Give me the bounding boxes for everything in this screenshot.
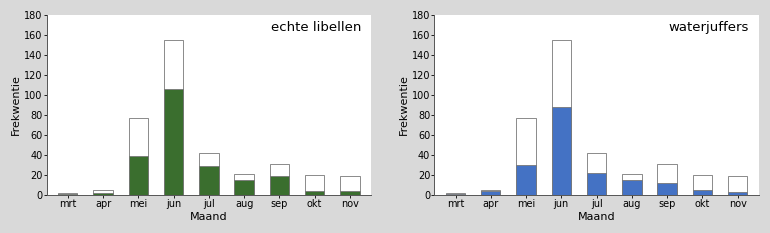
Bar: [658, 183, 677, 195]
Bar: [340, 191, 360, 195]
Bar: [517, 165, 536, 195]
Bar: [446, 194, 465, 195]
Text: waterjuffers: waterjuffers: [669, 21, 749, 34]
Bar: [270, 176, 289, 195]
Bar: [587, 153, 606, 195]
Bar: [728, 176, 748, 195]
Bar: [234, 174, 254, 195]
Bar: [587, 173, 606, 195]
Bar: [234, 180, 254, 195]
Bar: [446, 193, 465, 195]
Bar: [129, 156, 148, 195]
Bar: [693, 190, 712, 195]
Bar: [622, 174, 641, 195]
Bar: [305, 191, 324, 195]
Bar: [93, 190, 112, 195]
Bar: [58, 194, 78, 195]
Bar: [693, 175, 712, 195]
Bar: [93, 193, 112, 195]
Y-axis label: Frekwentie: Frekwentie: [11, 75, 21, 135]
Bar: [199, 153, 219, 195]
Bar: [622, 180, 641, 195]
Y-axis label: Frekwentie: Frekwentie: [399, 75, 409, 135]
Bar: [305, 175, 324, 195]
Bar: [481, 190, 500, 195]
X-axis label: Maand: Maand: [190, 212, 228, 222]
Bar: [658, 164, 677, 195]
Bar: [164, 89, 183, 195]
Bar: [728, 192, 748, 195]
Bar: [129, 118, 148, 195]
Bar: [340, 176, 360, 195]
Bar: [551, 107, 571, 195]
X-axis label: Maand: Maand: [578, 212, 615, 222]
Bar: [517, 118, 536, 195]
Text: echte libellen: echte libellen: [271, 21, 361, 34]
Bar: [551, 40, 571, 195]
Bar: [270, 164, 289, 195]
Bar: [481, 191, 500, 195]
Bar: [164, 40, 183, 195]
Bar: [58, 193, 78, 195]
Bar: [199, 166, 219, 195]
